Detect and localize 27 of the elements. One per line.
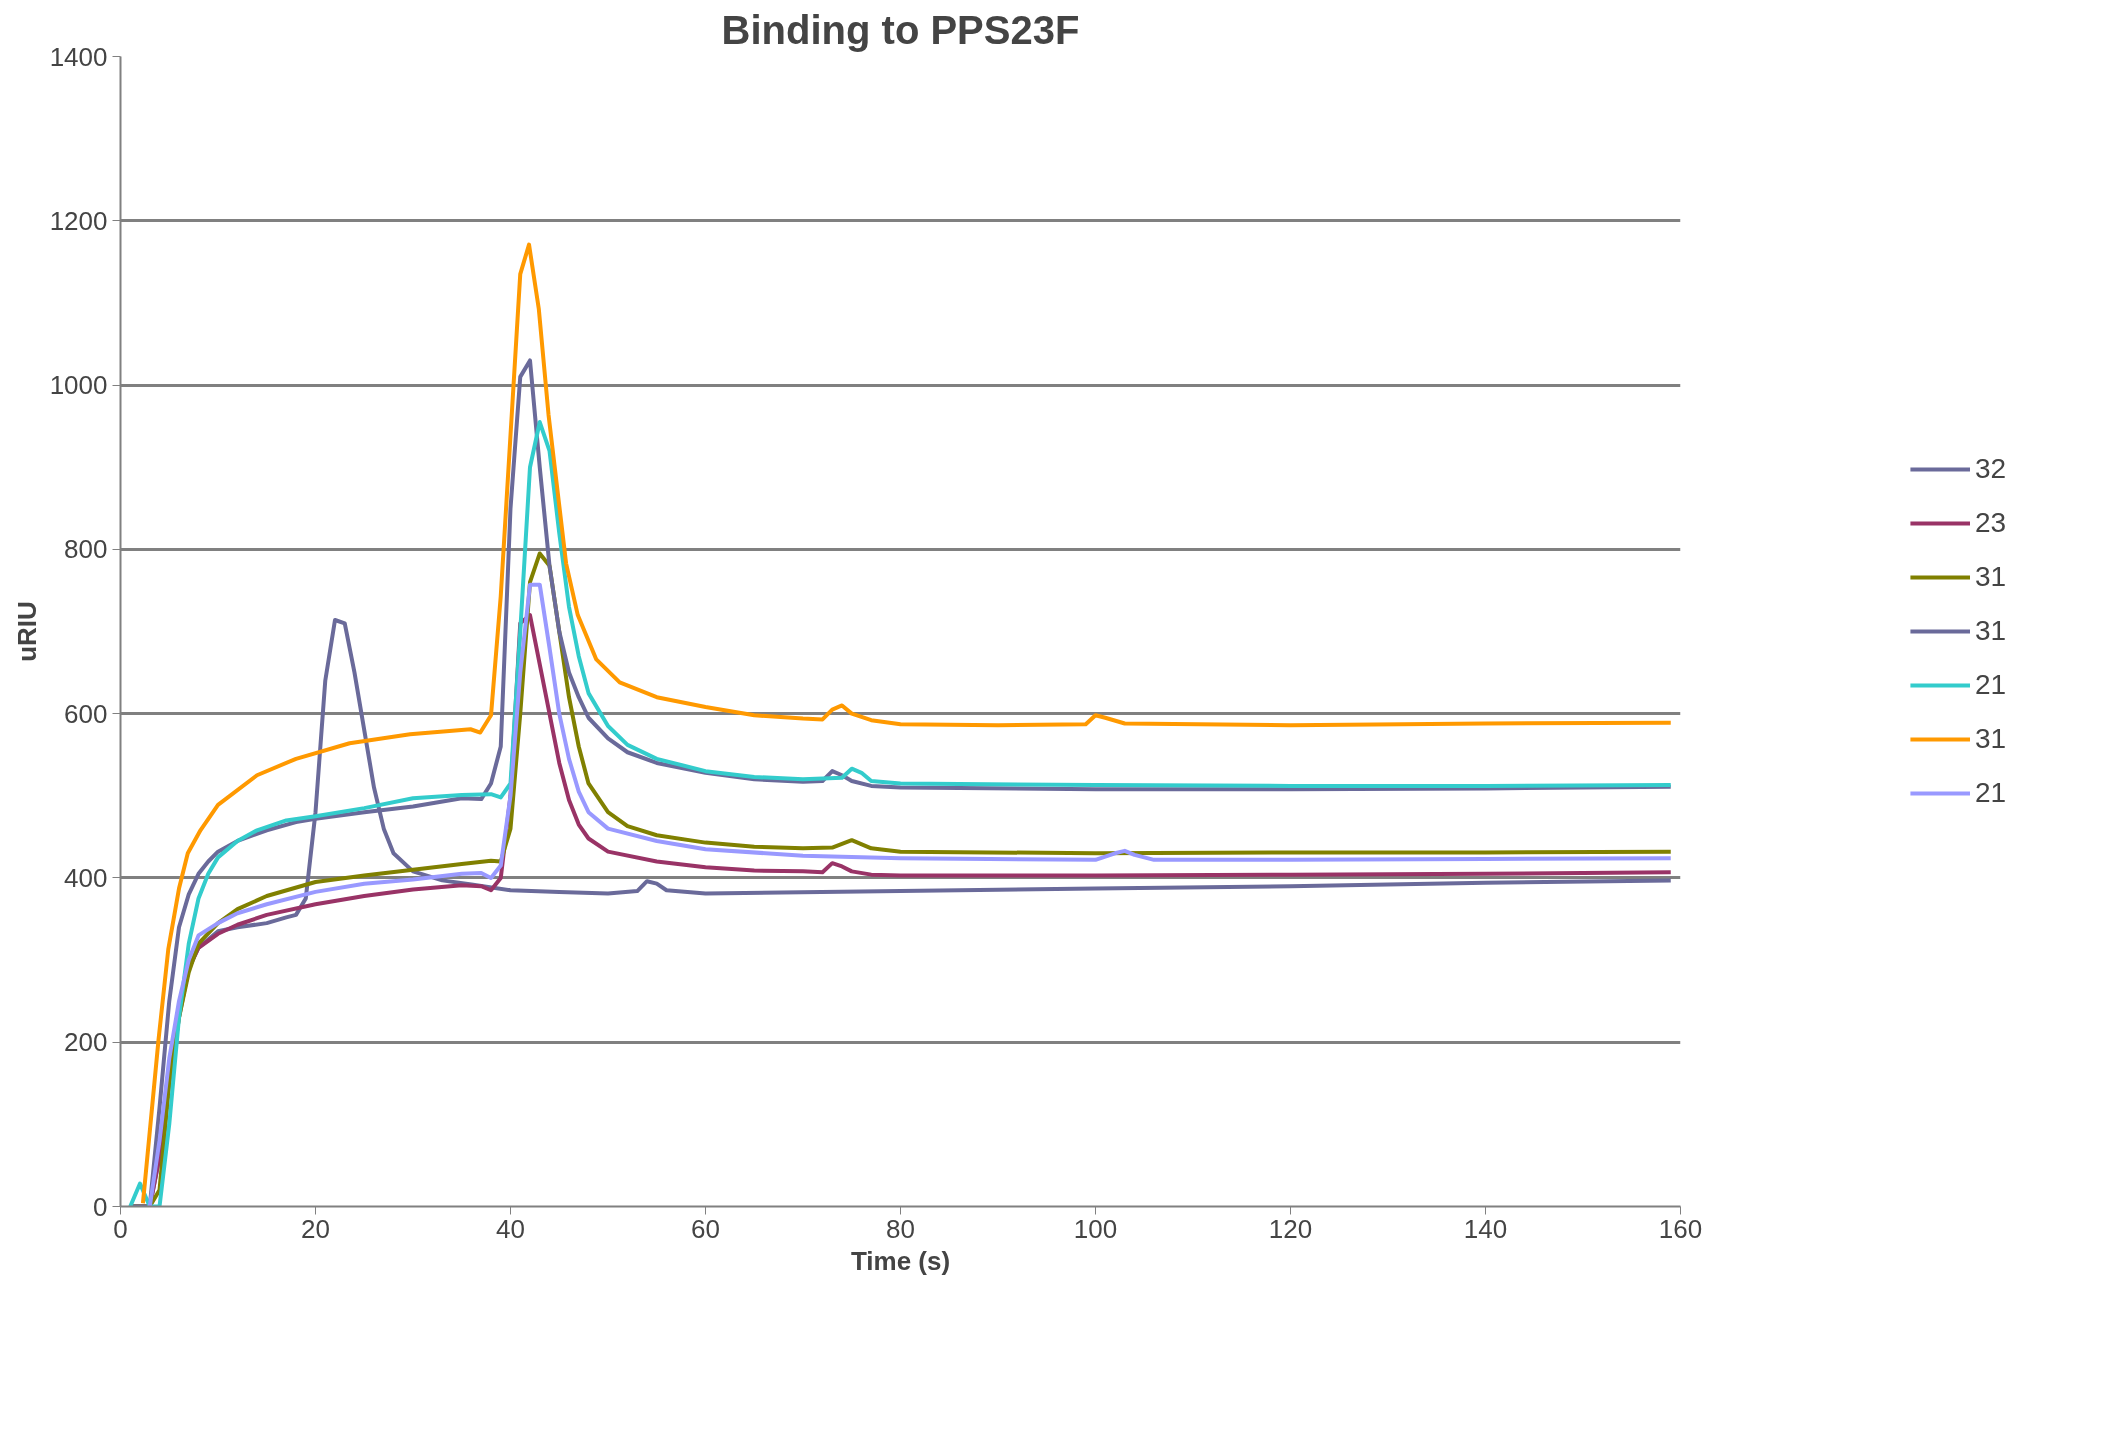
- y-tick-label: 0: [93, 1191, 108, 1222]
- legend-label: 23: [1974, 507, 2007, 539]
- legend-label: 31: [1974, 723, 2007, 755]
- x-tick-label: 140: [1463, 1213, 1508, 1244]
- y-axis-title: uRIU: [11, 601, 42, 662]
- y-tick-label: 1400: [49, 41, 108, 72]
- x-tick-label: 120: [1268, 1213, 1313, 1244]
- legend-label: 21: [1974, 669, 2007, 701]
- x-tick-label: 0: [113, 1213, 128, 1244]
- x-tick-label: 80: [886, 1213, 915, 1244]
- legend-label: 31: [1974, 561, 2007, 593]
- legend-label: 32: [1974, 453, 2007, 485]
- y-tick-label: 600: [64, 698, 108, 729]
- y-tick-label: 400: [64, 862, 108, 893]
- x-tick-label: 40: [496, 1213, 525, 1244]
- x-tick-label: 20: [301, 1213, 330, 1244]
- legend-label: 31: [1974, 615, 2007, 647]
- x-tick-label: 160: [1658, 1213, 1703, 1244]
- y-tick-label: 200: [64, 1027, 108, 1058]
- y-tick-label: 800: [64, 534, 108, 565]
- y-tick-label: 1200: [49, 205, 108, 236]
- x-tick-label: 100: [1073, 1213, 1118, 1244]
- chart-title: Binding to PPS23F: [721, 7, 1080, 52]
- x-axis-title: Time (s): [850, 1245, 951, 1276]
- x-tick-label: 60: [691, 1213, 720, 1244]
- legend-label: 21: [1974, 777, 2007, 809]
- y-tick-label: 1000: [49, 370, 108, 401]
